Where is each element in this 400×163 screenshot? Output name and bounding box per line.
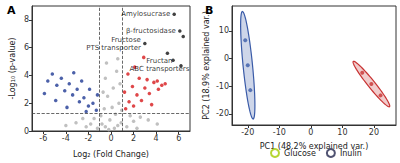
svg-text:-4: -4 [62,134,70,143]
svg-text:ABC transporters: ABC transporters [130,65,190,73]
svg-text:0: 0 [24,127,29,136]
svg-text:-Log₁₀ (p-value): -Log₁₀ (p-value) [8,38,17,100]
svg-text:0: 0 [108,134,113,143]
svg-text:-20: -20 [241,128,254,137]
svg-text:10: 10 [219,26,229,35]
svg-text:-6: -6 [39,134,47,143]
svg-text:Inulin: Inulin [340,149,362,158]
svg-text:A: A [7,4,16,17]
svg-text:6: 6 [24,43,29,52]
svg-text:-20: -20 [216,109,229,118]
svg-text:PC1 (48.2% explained var.): PC1 (48.2% explained var.) [259,141,369,151]
svg-text:2: 2 [131,134,136,143]
svg-text:2: 2 [24,99,29,108]
svg-text:Fructose: Fructose [111,36,141,44]
svg-text:4: 4 [154,134,159,143]
svg-text:6: 6 [176,134,181,143]
svg-text:β-fructosidase: β-fructosidase [126,27,176,35]
svg-text:0: 0 [308,128,313,137]
svg-text:0: 0 [224,54,229,63]
svg-text:-10: -10 [273,128,286,137]
svg-text:PTS transporter: PTS transporter [86,44,141,52]
svg-text:PC2 (18.9% explained var.): PC2 (18.9% explained var.) [202,11,211,120]
svg-text:Amylosucrase: Amylosucrase [121,10,170,18]
svg-text:8: 8 [24,15,29,24]
svg-text:Fructan: Fructan [146,57,172,65]
svg-text:Log₂ (Fold Change): Log₂ (Fold Change) [73,150,149,159]
svg-text:Glucose: Glucose [284,149,316,158]
svg-text:4: 4 [24,71,29,80]
svg-text:-10: -10 [216,82,229,91]
svg-text:10: 10 [337,128,347,137]
svg-text:B: B [205,4,213,17]
svg-text:-2: -2 [84,134,92,143]
svg-text:20: 20 [369,128,379,137]
